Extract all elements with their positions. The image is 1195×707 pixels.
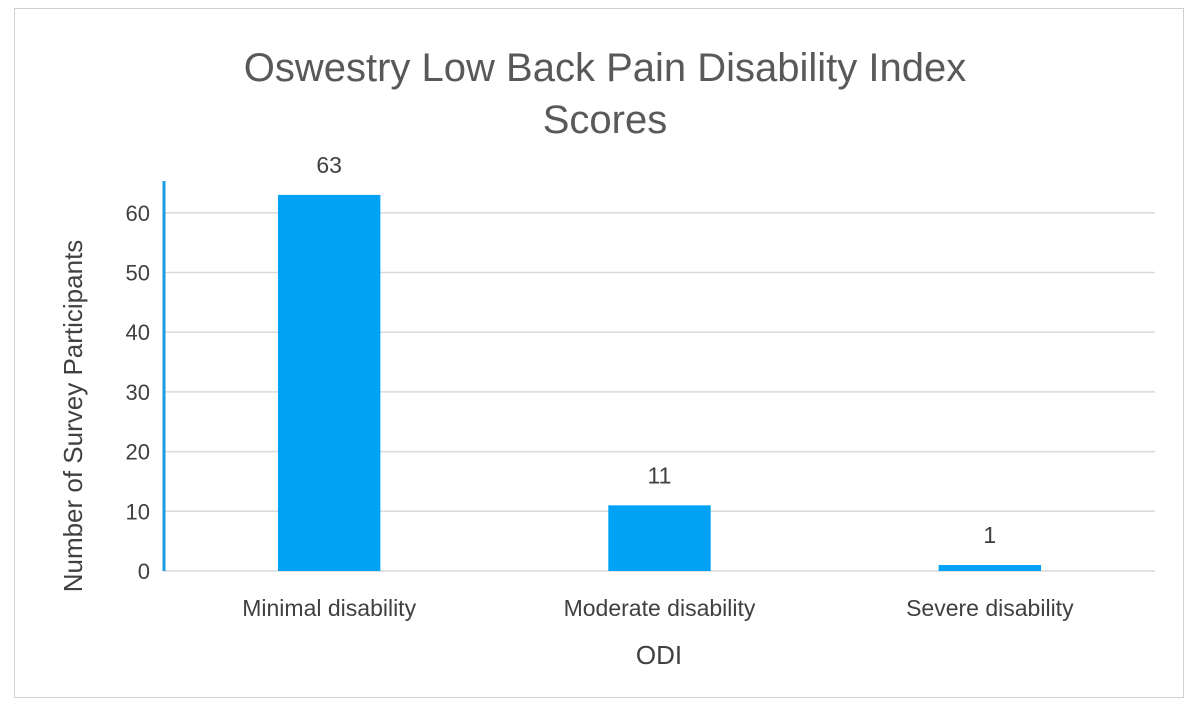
category-label: Minimal disability [242, 595, 416, 621]
category-label: Moderate disability [564, 595, 756, 621]
y-axis-title: Number of Survey Participants [58, 240, 88, 593]
y-tick-label: 20 [126, 440, 150, 465]
y-tick-label: 50 [126, 261, 150, 286]
chart-frame [14, 8, 1184, 698]
bar-3 [938, 565, 1042, 571]
y-tick-label: 0 [138, 559, 150, 584]
y-tick-label: 40 [126, 320, 150, 345]
category-labels: Minimal disability Moderate disability Sev… [242, 595, 1074, 621]
y-tick-label: 60 [126, 201, 150, 226]
y-tick-labels: 0 10 20 30 40 50 60 [126, 201, 150, 584]
data-label: 11 [648, 462, 672, 488]
category-label: Severe disability [906, 595, 1074, 621]
bars [277, 194, 1042, 571]
data-label: 63 [316, 152, 342, 178]
y-tick-label: 30 [126, 380, 150, 405]
bar-2 [608, 505, 711, 571]
y-tick-label: 10 [126, 499, 150, 524]
data-label: 1 [983, 522, 996, 548]
chart-title-line-1: Oswestry Low Back Pain Disability Index [244, 46, 967, 90]
chart-title-line-2: Scores [543, 98, 668, 142]
x-axis-title: ODI [636, 640, 682, 670]
bar-1 [277, 194, 381, 571]
